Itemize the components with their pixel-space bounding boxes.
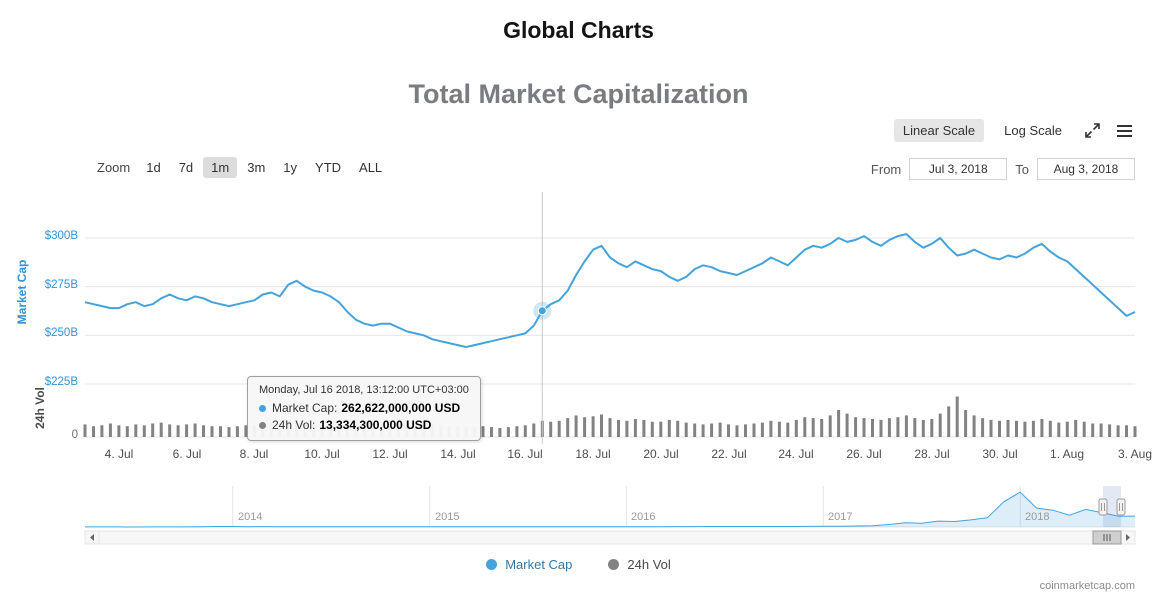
- navigator-line: [85, 491, 1136, 528]
- x-axis-tick-label: 10. Jul: [304, 447, 340, 461]
- scrollbar-thumb[interactable]: [1092, 530, 1122, 545]
- legend-item-market-cap[interactable]: Market Cap: [486, 557, 572, 572]
- x-axis-tick-label: 8. Jul: [239, 447, 269, 461]
- date-range-controls: From To: [871, 158, 1135, 180]
- navigator-year-label: 2016: [631, 511, 656, 523]
- zoom-button-1d[interactable]: 1d: [146, 160, 161, 175]
- axis-title-market-cap: Market Cap: [15, 259, 29, 325]
- scrollbar-left-arrow-icon: [90, 534, 94, 541]
- to-date-input[interactable]: [1037, 158, 1135, 180]
- zoom-button-3m[interactable]: 3m: [247, 160, 266, 175]
- x-axis-tick-label: 4. Jul: [104, 447, 134, 461]
- navigator-year-label: 2015: [435, 511, 460, 523]
- x-axis-tick-label: 30. Jul: [982, 447, 1018, 461]
- zoom-controls: Zoom 1d 7d 1m 3m 1y YTD ALL: [97, 157, 390, 178]
- axis-title-24h-vol: 24h Vol: [33, 387, 47, 429]
- tooltip-market-cap-dot-icon: [259, 404, 266, 412]
- zoom-button-1m[interactable]: 1m: [203, 157, 238, 178]
- market-cap-legend-dot-icon: [486, 559, 498, 570]
- y-axis-tick-label: $250B: [44, 327, 78, 340]
- log-scale-button[interactable]: Log Scale: [1004, 123, 1062, 138]
- linear-scale-button[interactable]: Linear Scale: [893, 119, 985, 142]
- navigator-area: [85, 492, 1135, 527]
- x-axis-tick-label: 6. Jul: [172, 447, 202, 461]
- zoom-button-ytd[interactable]: YTD: [315, 160, 342, 175]
- y-axis-tick-label: $300B: [44, 230, 78, 242]
- scrollbar[interactable]: [84, 530, 1136, 545]
- y-axis-tick-label: $225B: [44, 376, 78, 388]
- menu-icon[interactable]: [1114, 122, 1135, 140]
- from-date-input[interactable]: [909, 158, 1008, 180]
- from-label: From: [870, 161, 902, 177]
- y-axis-tick-label: $275B: [44, 278, 78, 291]
- tooltip-market-cap-row: Market Cap: 262,622,000,000 USD: [259, 401, 469, 415]
- watermark: coinmarketcap.com: [1039, 580, 1135, 592]
- navigator-year-label: 2018: [1025, 511, 1050, 523]
- navigator-year-label: 2014: [238, 511, 263, 523]
- x-axis-tick-label: 24. Jul: [778, 447, 814, 461]
- scrollbar-right-arrow-icon: [1126, 534, 1130, 541]
- legend-item-24h-vol[interactable]: 24h Vol: [608, 557, 671, 572]
- zoom-buttons: 1d 7d 1m 3m 1y YTD ALL: [138, 157, 390, 178]
- navigator-handle-right[interactable]: [1116, 498, 1126, 516]
- navigator-handle-left[interactable]: [1098, 498, 1108, 516]
- tooltip-market-cap-value: 262,622,000,000 USD: [341, 401, 461, 415]
- zoom-label: Zoom: [97, 160, 131, 175]
- volume-axis-zero-label: 0: [71, 429, 78, 441]
- tooltip-market-cap-label: Market Cap:: [272, 401, 338, 415]
- chart-title: Total Market Capitalization: [408, 79, 749, 109]
- scrollbar-track[interactable]: [98, 530, 1122, 545]
- x-axis-tick-label: 20. Jul: [643, 447, 679, 461]
- x-axis-tick-label: 1. Aug: [1049, 447, 1085, 461]
- x-axis-tick-label: 16. Jul: [507, 447, 543, 461]
- x-axis-tick-label: 3. Aug: [1117, 447, 1153, 461]
- plot-area[interactable]: [85, 192, 1135, 437]
- tooltip-vol-label: 24h Vol:: [272, 418, 316, 432]
- navigator[interactable]: [85, 486, 1136, 528]
- fullscreen-icon[interactable]: [1082, 120, 1103, 141]
- scale-toggle: Linear Scale Log Scale: [893, 119, 1135, 142]
- legend-label-24h-vol: 24h Vol: [627, 557, 671, 572]
- tooltip-vol-dot-icon: [259, 421, 266, 429]
- x-axis-tick-label: 28. Jul: [914, 447, 950, 461]
- x-axis-tick-label: 26. Jul: [846, 447, 882, 461]
- chart-tooltip: Monday, Jul 16 2018, 13:12:00 UTC+03:00 …: [247, 376, 481, 441]
- zoom-button-1y[interactable]: 1y: [283, 160, 298, 175]
- x-axis-tick-label: 14. Jul: [440, 447, 476, 461]
- x-axis-tick-label: 18. Jul: [575, 447, 611, 461]
- marker-point: [537, 306, 547, 316]
- to-label: To: [1015, 161, 1029, 177]
- zoom-button-7d[interactable]: 7d: [178, 160, 194, 175]
- navigator-year-label: 2017: [828, 511, 853, 523]
- 24h-vol-legend-dot-icon: [608, 559, 620, 570]
- tooltip-datetime: Monday, Jul 16 2018, 13:12:00 UTC+03:00: [259, 384, 469, 396]
- tooltip-vol-row: 24h Vol: 13,334,300,000 USD: [259, 418, 469, 432]
- market-cap-series: [84, 233, 1136, 348]
- zoom-button-all[interactable]: ALL: [359, 160, 383, 175]
- page-title: Global Charts: [503, 17, 654, 43]
- x-axis-tick-label: 12. Jul: [372, 447, 408, 461]
- navigator-selection[interactable]: [1103, 486, 1121, 527]
- x-axis-tick-label: 22. Jul: [711, 447, 747, 461]
- tooltip-vol-value: 13,334,300,000 USD: [319, 418, 432, 432]
- legend-label-market-cap: Market Cap: [505, 557, 573, 572]
- chart-legend: Market Cap 24h Vol: [0, 557, 1157, 572]
